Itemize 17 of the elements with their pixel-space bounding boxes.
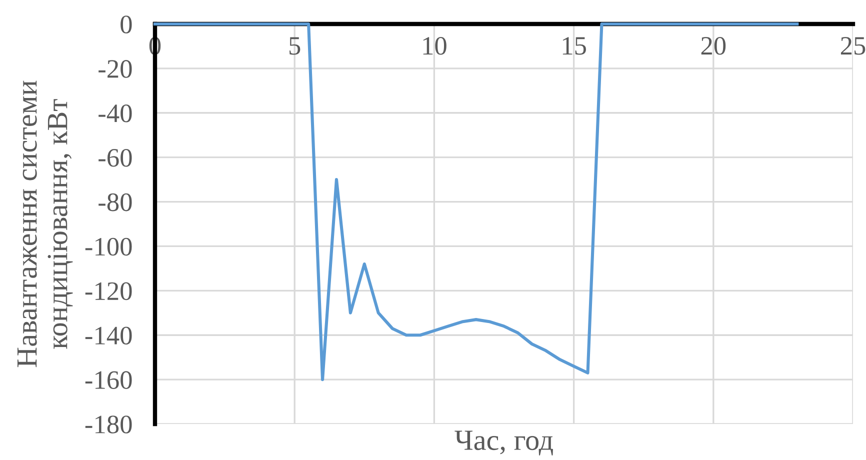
y-tick-label: -20: [98, 60, 132, 78]
y-axis-title: Навантаження системи кондиціювання, кВт: [17, 80, 73, 368]
y-tick-label: -140: [85, 326, 132, 345]
x-tick-label: 20: [701, 36, 726, 55]
y-tick-label: -80: [98, 193, 132, 212]
y-tick-label: -160: [85, 371, 132, 389]
x-tick-label: 25: [840, 37, 866, 55]
y-tick-label: -60: [98, 148, 132, 167]
y-tick-label: -40: [98, 104, 132, 122]
x-tick-label: 10: [423, 36, 446, 55]
x-axis-title: Час, год: [454, 430, 553, 456]
x-tick-label: 15: [562, 37, 586, 55]
x-tick-label: 5: [290, 37, 300, 55]
y-tick-label: -100: [85, 238, 132, 256]
y-tick-label: 0: [120, 16, 132, 34]
y-tick-label: -120: [85, 282, 132, 300]
y-tick-label: -180: [85, 416, 132, 434]
